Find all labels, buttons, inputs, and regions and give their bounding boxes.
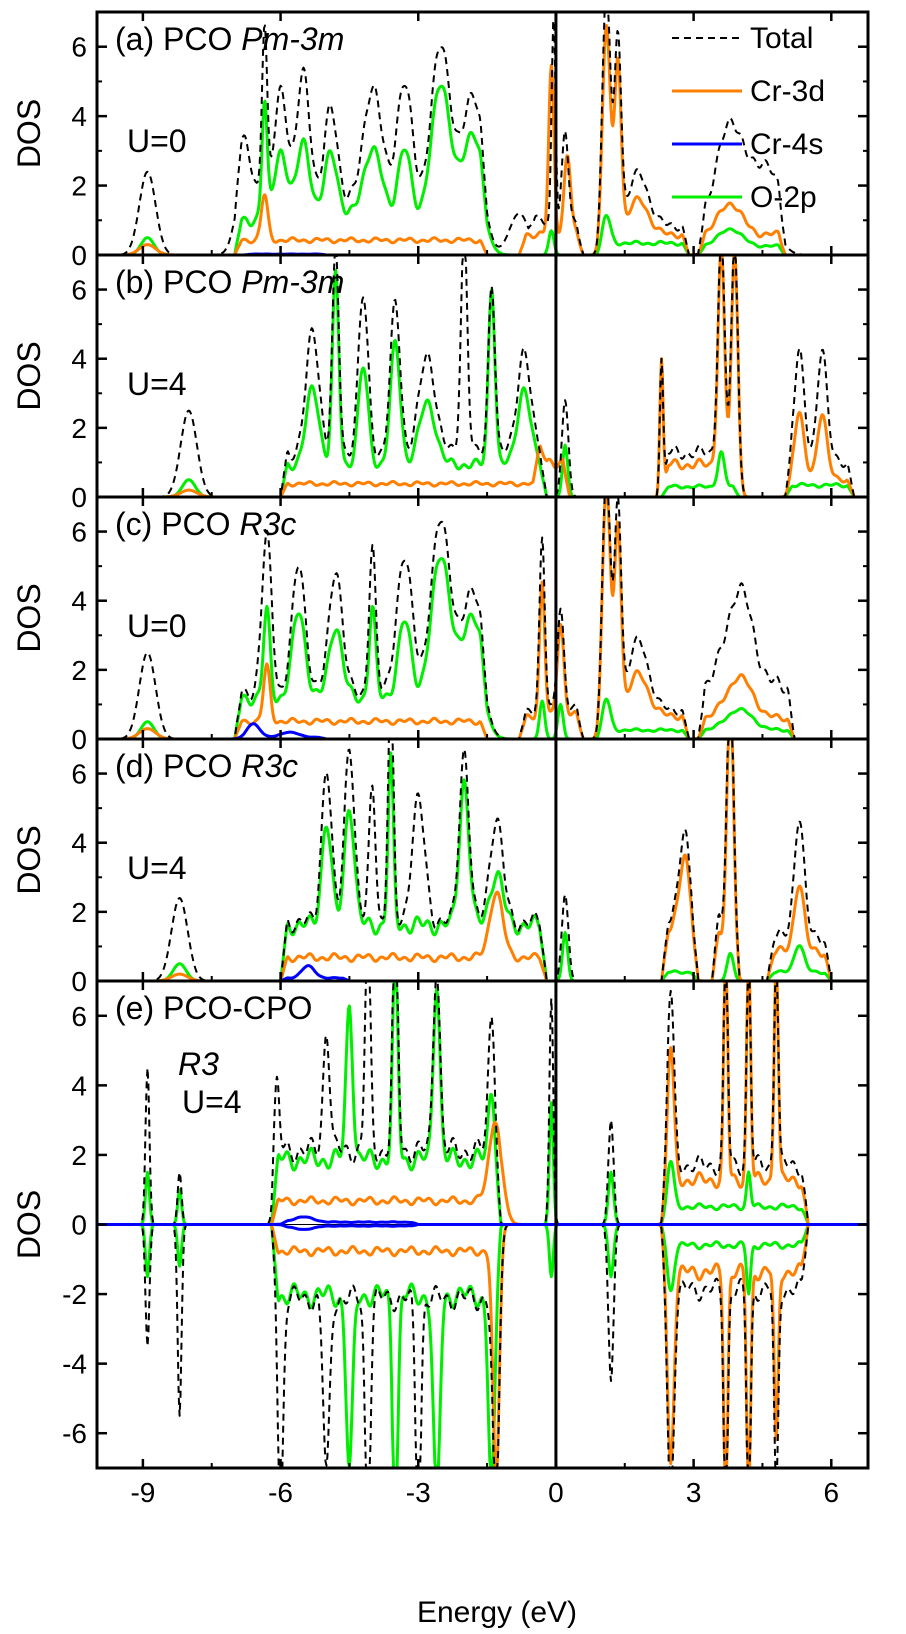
panels: 0 2 4 6 DOS (a) PCO Pm-3m U=0 0 2 4 6 DOS (b) PCO Pm… bbox=[11, 10, 870, 1470]
y-tick-label: 2 bbox=[71, 171, 87, 202]
y-tick-label: -4 bbox=[62, 1349, 87, 1380]
panel-c: 0 2 4 6 DOS (c) PCO R3c U=0 bbox=[11, 495, 870, 755]
space-group: R3 bbox=[178, 1046, 219, 1082]
series-cr-4s-down bbox=[97, 1223, 868, 1231]
series-o-2p bbox=[97, 557, 868, 739]
series-total bbox=[97, 497, 868, 739]
x-tick-label: -6 bbox=[268, 1477, 293, 1508]
panel-title: (d) PCO R3c bbox=[115, 748, 298, 784]
legend: Total Cr-3d Cr-4s O-2p bbox=[672, 22, 825, 214]
series-total bbox=[97, 12, 868, 255]
space-group: R3c bbox=[241, 748, 298, 784]
u-annotation: U=0 bbox=[127, 608, 187, 644]
panel-a: 0 2 4 6 DOS (a) PCO Pm-3m U=0 bbox=[11, 10, 870, 271]
y-axis-label: DOS bbox=[11, 825, 47, 894]
u-annotation: U=0 bbox=[127, 123, 187, 159]
y-tick-label: 2 bbox=[71, 897, 87, 928]
y-tick-label: 2 bbox=[71, 413, 87, 444]
series-cr-3d bbox=[97, 497, 868, 739]
plot-area bbox=[97, 255, 868, 497]
y-tick-label: 4 bbox=[71, 828, 87, 859]
y-tick-label: 2 bbox=[71, 655, 87, 686]
space-group: R3c bbox=[239, 506, 296, 542]
y-tick-label: 0 bbox=[71, 724, 87, 755]
y-tick-label: 0 bbox=[71, 966, 87, 997]
y-tick-label: 6 bbox=[71, 1001, 87, 1032]
panel-title: (c) PCO R3c bbox=[115, 506, 296, 542]
x-tick-label: -9 bbox=[130, 1477, 155, 1508]
plot-area bbox=[97, 981, 868, 1468]
y-tick-label: 4 bbox=[71, 344, 87, 375]
series-cr-3d bbox=[97, 24, 868, 255]
series-total bbox=[97, 739, 868, 981]
y-tick-label: 6 bbox=[71, 32, 87, 63]
series-o-2p bbox=[97, 84, 868, 255]
y-axis-label: DOS bbox=[11, 1190, 47, 1259]
legend-label: Cr-3d bbox=[750, 75, 825, 108]
y-axis-label: DOS bbox=[11, 99, 47, 168]
y-tick-label: 0 bbox=[71, 482, 87, 513]
legend-label: Total bbox=[750, 22, 813, 55]
u-annotation: U=4 bbox=[127, 366, 187, 402]
u-annotation: U=4 bbox=[182, 1084, 242, 1120]
series-total-down bbox=[97, 1223, 868, 1468]
panel-title: (e) PCO-CPO bbox=[115, 990, 312, 1026]
legend-label: Cr-4s bbox=[750, 128, 823, 161]
x-axis-label: Energy (eV) bbox=[417, 1596, 577, 1629]
y-tick-label: -2 bbox=[62, 1279, 87, 1310]
y-axis-label: DOS bbox=[11, 583, 47, 652]
y-tick-label: 0 bbox=[71, 1210, 87, 1241]
series-o-2p bbox=[97, 268, 868, 497]
y-tick-label: 6 bbox=[71, 517, 87, 548]
y-tick-label: 6 bbox=[71, 275, 87, 306]
panel-title: (b) PCO Pm-3m bbox=[115, 264, 344, 300]
panel-title-text: (b) PCO bbox=[115, 264, 241, 300]
y-tick-label: 2 bbox=[71, 1140, 87, 1171]
x-tick-label: -3 bbox=[406, 1477, 431, 1508]
panel-title: (a) PCO Pm-3m bbox=[115, 21, 344, 57]
y-tick-label: 6 bbox=[71, 759, 87, 790]
y-tick-label: -6 bbox=[62, 1418, 87, 1449]
series-total bbox=[97, 255, 868, 497]
u-annotation: U=4 bbox=[127, 850, 187, 886]
panel-title-text: (d) PCO bbox=[115, 748, 241, 784]
panel-title-text: (e) PCO-CPO bbox=[115, 990, 312, 1026]
energy-axis: -9 -6 -3 0 3 6 bbox=[130, 1477, 839, 1508]
legend-label: O-2p bbox=[750, 181, 817, 214]
space-group: Pm-3m bbox=[241, 264, 344, 300]
plot-area bbox=[97, 12, 868, 255]
x-tick-label: 6 bbox=[823, 1477, 839, 1508]
panel-title-text: (a) PCO bbox=[115, 21, 241, 57]
panel-b: 0 2 4 6 DOS (b) PCO Pm-3m U=4 bbox=[11, 253, 870, 513]
y-tick-label: 4 bbox=[71, 1070, 87, 1101]
panel-d: 0 2 4 6 DOS (d) PCO R3c U=4 bbox=[11, 737, 870, 997]
plot-area bbox=[97, 497, 868, 739]
panel-title-text: (c) PCO bbox=[115, 506, 239, 542]
series-cr-3d bbox=[97, 739, 868, 981]
space-group: Pm-3m bbox=[241, 21, 344, 57]
y-tick-label: 0 bbox=[71, 240, 87, 271]
y-tick-label: 4 bbox=[71, 586, 87, 617]
x-tick-label: 0 bbox=[548, 1477, 564, 1508]
y-axis-label: DOS bbox=[11, 341, 47, 410]
x-tick-label: 3 bbox=[686, 1477, 702, 1508]
y-tick-label: 4 bbox=[71, 101, 87, 132]
panel-e: -6 -4 -2 0 2 4 6 DOS (e) PCO-CPO R3U=4 bbox=[11, 979, 870, 1470]
